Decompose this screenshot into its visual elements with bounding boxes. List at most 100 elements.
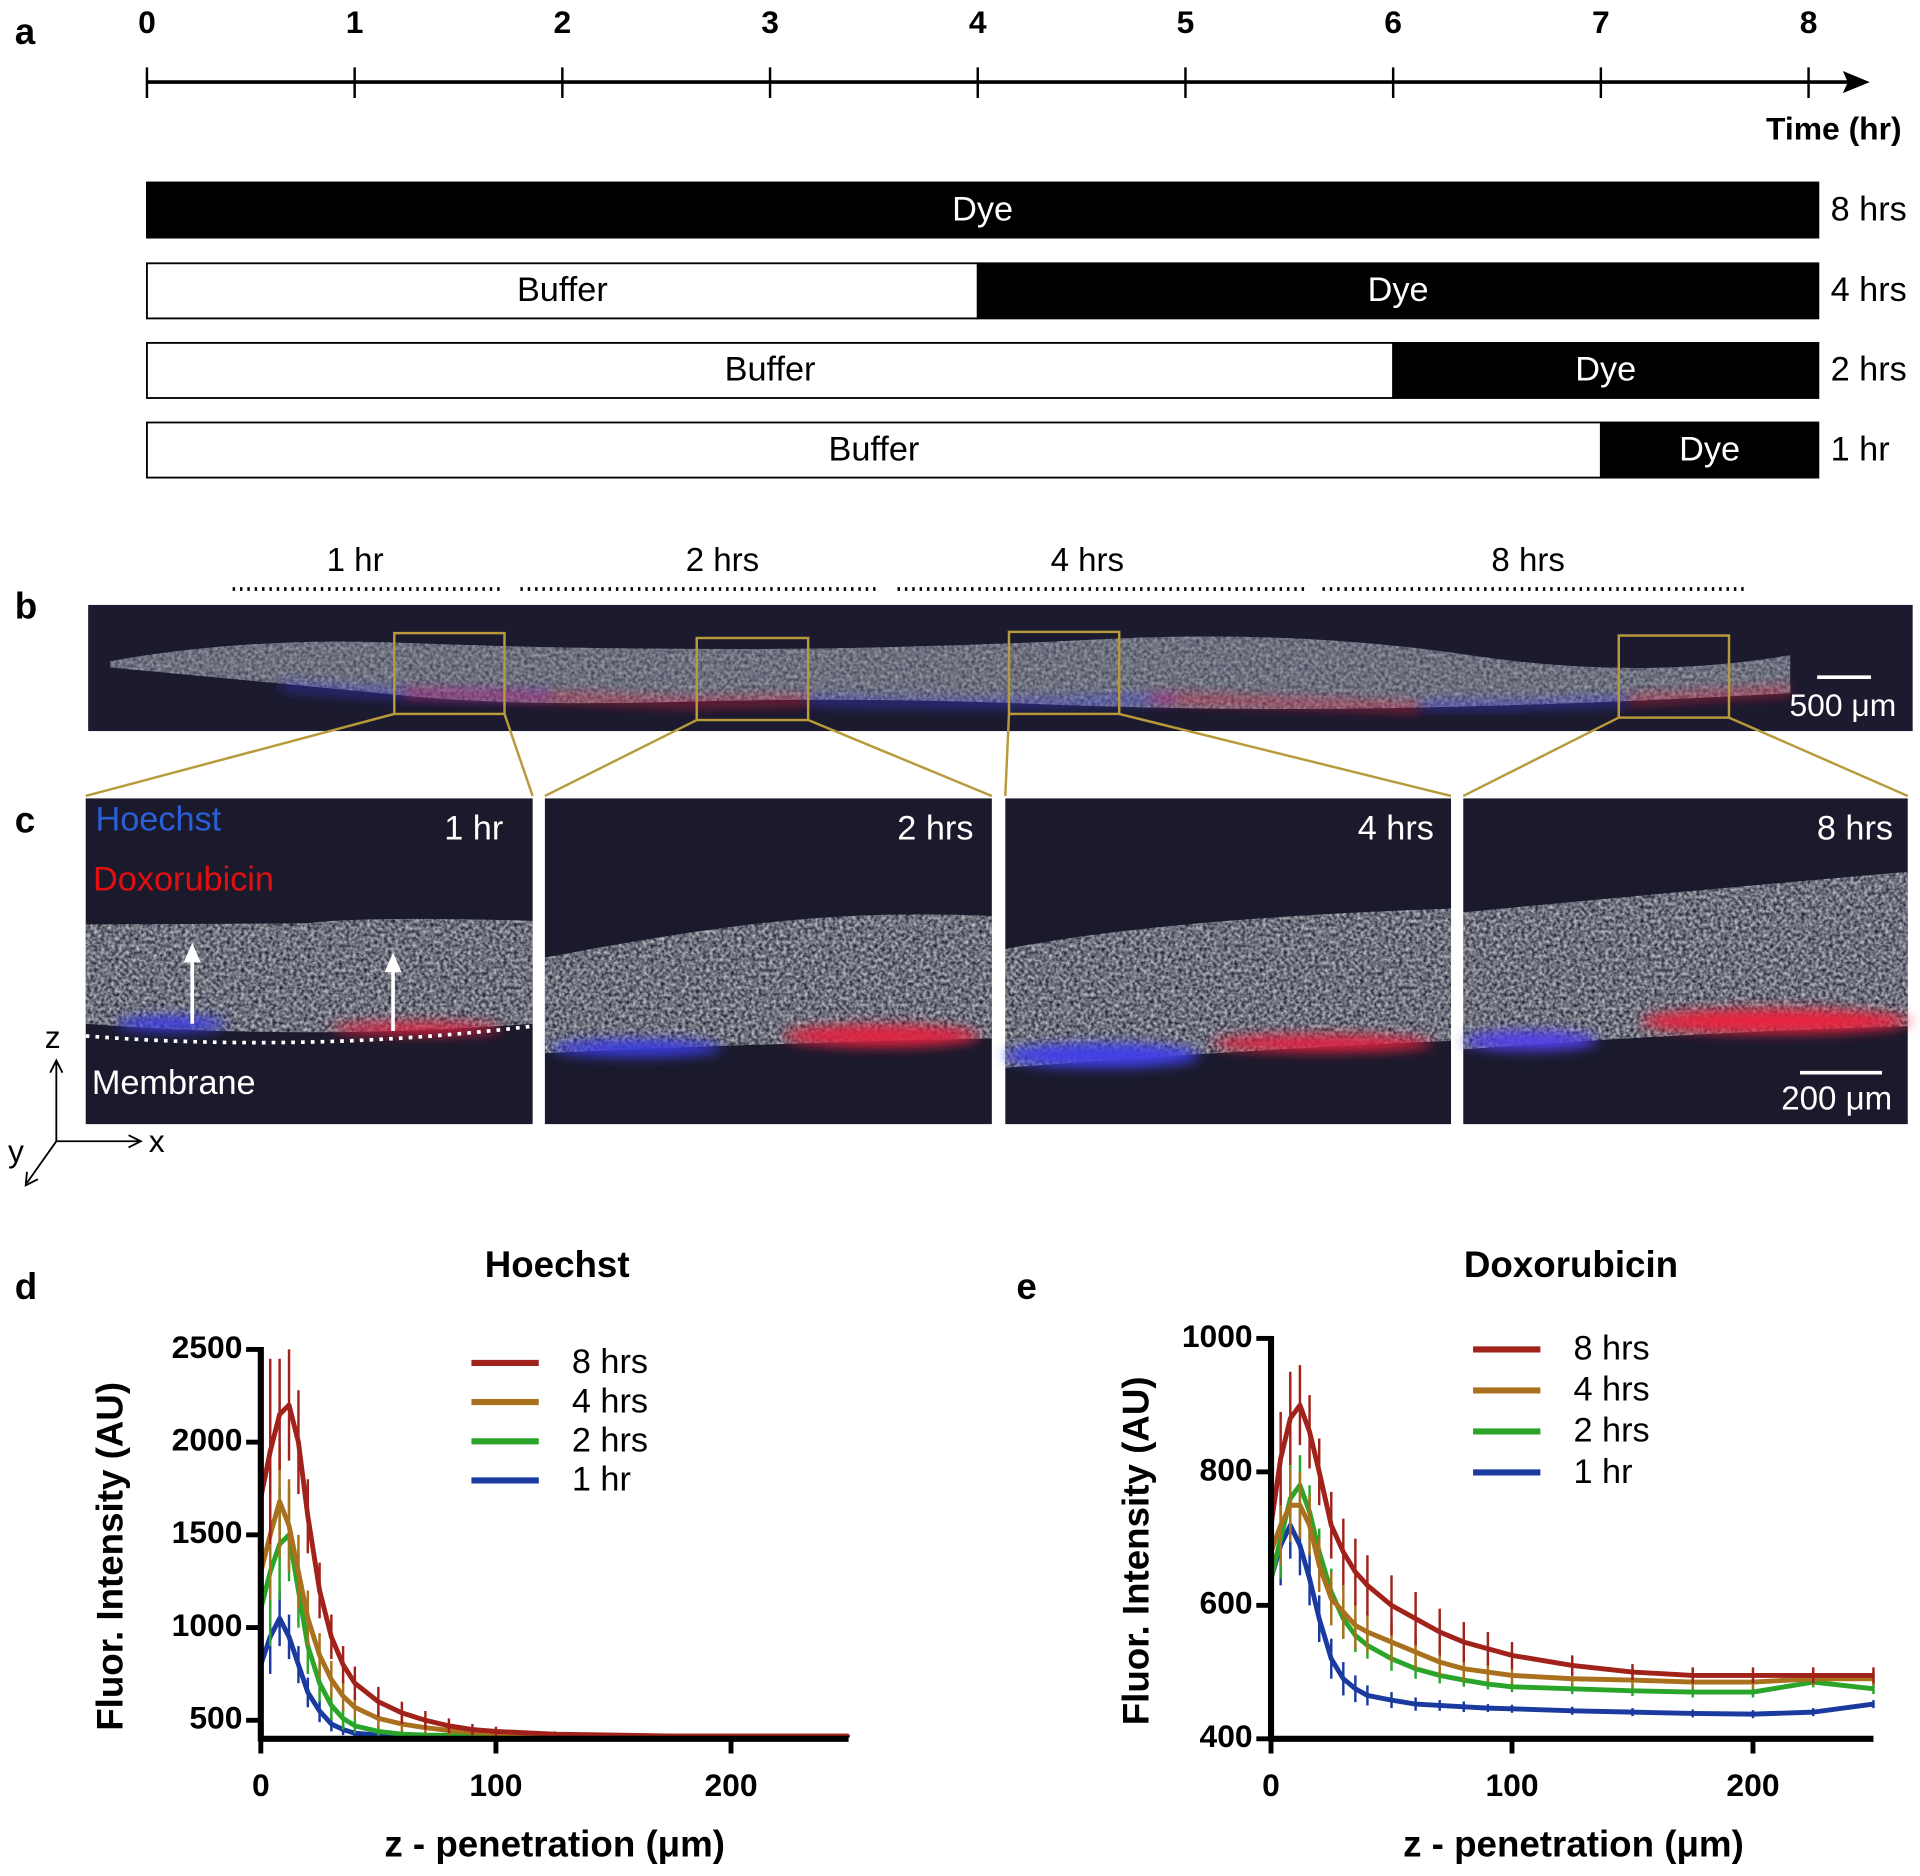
time-tick-label: 1	[346, 4, 364, 40]
series-line	[258, 1402, 849, 1739]
arrowhead	[183, 942, 201, 963]
scale-bar-label: 500 μm	[1789, 687, 1896, 723]
axis-letter: x	[149, 1123, 165, 1159]
arrowhead	[24, 1171, 39, 1187]
series-line	[258, 1499, 849, 1739]
y-tick-label: 1500	[172, 1514, 243, 1550]
series-line	[1268, 1482, 1874, 1695]
group-label: 4 hrs	[1051, 542, 1124, 579]
legend-label: 8 hrs	[572, 1343, 648, 1381]
segment-label: Dye	[1679, 430, 1740, 468]
schedule-segment	[146, 262, 979, 320]
x-tick-label: 200	[1726, 1767, 1779, 1803]
row-label: 8 hrs	[1831, 190, 1907, 228]
schedule-segment	[146, 421, 1602, 479]
zoom-boxes	[393, 630, 1731, 722]
timeline: 0 1 2 3 4 5 6 7 8 Dye 8 hrs Buffer Dye 4 hrs Buffer Dye…	[138, 4, 1907, 479]
time-tick-label: 4	[969, 4, 987, 40]
x-tick-label: 0	[1262, 1767, 1280, 1803]
arrowhead	[384, 952, 402, 973]
group-label: 1 hr	[327, 542, 384, 579]
y-axis-label: Fluor. Intensity (AU)	[89, 1382, 130, 1731]
arrowhead	[128, 1134, 143, 1149]
series-line	[1268, 1502, 1874, 1685]
blue-stain	[1004, 1043, 1200, 1068]
stain-label: Hoechst	[96, 801, 222, 839]
red-stain	[1640, 1009, 1911, 1034]
stain-label: Doxorubicin	[93, 861, 274, 899]
red-stain	[330, 1022, 503, 1035]
zoom-box	[1617, 634, 1731, 719]
time-tick-label: 2	[553, 4, 571, 40]
segment-label: Dye	[1575, 351, 1636, 389]
row-label: 4 hrs	[1831, 271, 1907, 309]
panel-label: a	[15, 11, 36, 52]
connector	[1728, 716, 1909, 798]
x-tick-label: 100	[1485, 1767, 1538, 1803]
panel-label: e	[1016, 1266, 1036, 1307]
axis-letter: z	[45, 1019, 61, 1055]
series-line	[258, 1532, 849, 1739]
time-tick-label: 6	[1384, 4, 1402, 40]
time-tick-label: 3	[761, 4, 779, 40]
connector	[1462, 716, 1620, 798]
tissue	[1463, 871, 1908, 1050]
series-line	[1268, 1402, 1874, 1678]
tissue	[544, 914, 992, 1054]
legend-label: 4 hrs	[572, 1382, 648, 1420]
schedule-segment	[976, 262, 1820, 320]
connector	[544, 718, 698, 798]
panel-label: b	[15, 585, 37, 626]
chart: Doxorubicin Fluor. Intensity (AU) z - pene…	[1115, 1244, 1875, 1864]
schedule-segment	[1599, 421, 1820, 479]
blue-stain	[1463, 1031, 1598, 1051]
chart-title: Doxorubicin	[1464, 1244, 1678, 1285]
arrowhead	[49, 1058, 64, 1074]
legend-label: 1 hr	[1573, 1453, 1632, 1491]
schedule-segment	[1392, 341, 1820, 399]
timepoint-label: 1 hr	[444, 809, 503, 847]
segment-label: Buffer	[725, 351, 816, 389]
overview-image: 500 μm	[88, 604, 1913, 732]
x-axis-label: z - penetration (μm)	[384, 1823, 725, 1864]
scale-bar-label: 200 μm	[1781, 1081, 1892, 1118]
y-tick-label: 2000	[172, 1422, 243, 1458]
tissue-shade	[110, 636, 1791, 710]
blue-stain	[1420, 698, 1629, 708]
connector	[807, 718, 993, 798]
red-stain	[404, 690, 809, 706]
blue-stain	[551, 1039, 723, 1057]
plot-area	[258, 1349, 850, 1740]
panel-label: d	[15, 1266, 37, 1307]
tissue	[110, 636, 1791, 710]
segment-label: Dye	[1368, 271, 1429, 309]
blue-stain	[116, 1016, 227, 1032]
y-tick-label: 500	[189, 1700, 242, 1736]
tissue	[1005, 908, 1452, 1068]
timepoint-label: 4 hrs	[1358, 809, 1434, 847]
axes-glyph	[24, 1058, 143, 1187]
group-label: 8 hrs	[1491, 542, 1564, 579]
connector	[1118, 712, 1452, 798]
tissue	[85, 918, 533, 1033]
segment-label: Dye	[952, 190, 1013, 228]
connector	[1004, 713, 1011, 797]
zoom-box	[1007, 630, 1121, 716]
red-stain	[1628, 688, 1791, 703]
series-line	[1268, 1522, 1874, 1717]
time-tick-label: 8	[1800, 4, 1818, 40]
legend-label: 2 hrs	[1573, 1412, 1649, 1450]
panel-label: c	[15, 800, 35, 841]
legend-label: 8 hrs	[1573, 1330, 1649, 1368]
schedule-segment	[146, 341, 1395, 399]
red-stain	[1150, 695, 1421, 711]
charts: Hoechst Fluor. Intensity (AU) z - penetrat…	[89, 1244, 1875, 1864]
y-tick-label: 800	[1200, 1451, 1253, 1487]
red-stain	[783, 1024, 980, 1047]
y-tick-label: 1000	[172, 1607, 243, 1643]
schedule-segment	[146, 181, 1820, 239]
blue-stain	[808, 695, 1176, 707]
arrows	[183, 942, 402, 1032]
legend-label: 1 hr	[572, 1461, 631, 1499]
